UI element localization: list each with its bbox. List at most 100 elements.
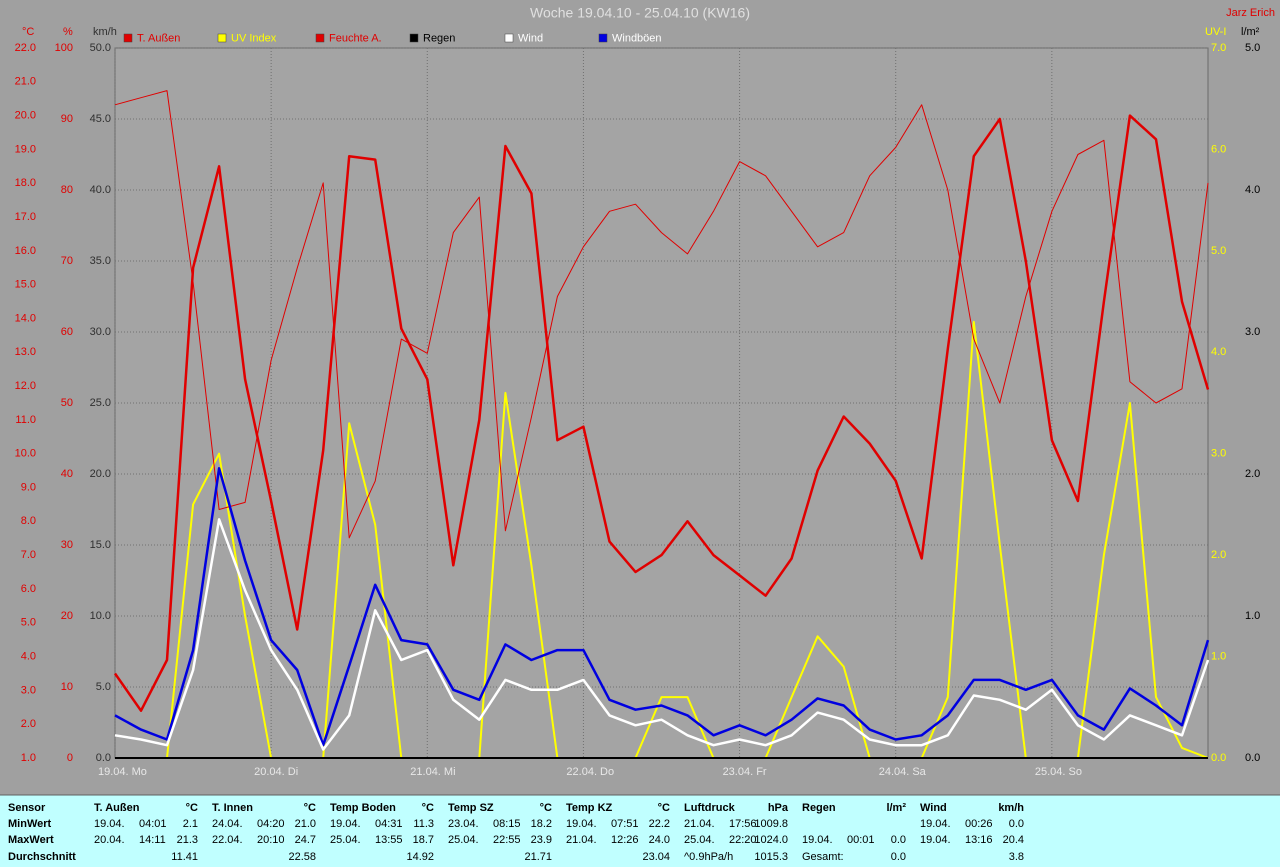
y-tick-label: 0.0 [1211, 752, 1226, 764]
table-cell: 19.04. [94, 818, 125, 830]
table-cell: 12:26 [611, 834, 639, 846]
legend-swatch [504, 33, 514, 43]
y-tick-label: 2.0 [21, 718, 36, 730]
author: Jarz Erich [1226, 7, 1275, 19]
column-name: Luftdruck [684, 802, 736, 814]
axis-unit: l/m² [1241, 26, 1260, 38]
axis-unit: % [63, 26, 73, 38]
legend-swatch [123, 33, 133, 43]
table-cell: 17:56 [729, 818, 757, 830]
table-cell: 04:01 [139, 818, 167, 830]
axis-unit: UV-I [1205, 26, 1226, 38]
y-tick-label: 12.0 [15, 380, 36, 392]
table-cell: 07:51 [611, 818, 639, 830]
y-tick-label: 9.0 [21, 481, 36, 493]
y-tick-label: 1.0 [1211, 650, 1226, 662]
y-tick-label: 35.0 [90, 255, 111, 267]
y-tick-label: 45.0 [90, 113, 111, 125]
y-tick-label: 6.0 [1211, 143, 1226, 155]
table-background [0, 795, 1280, 867]
table-cell: 00:01 [847, 834, 875, 846]
table-cell: 19.04. [802, 834, 833, 846]
table-cell: 19.04. [330, 818, 361, 830]
legend-label: Wind [518, 32, 543, 44]
table-cell: 1024.0 [754, 834, 788, 846]
table-cell: 1009.8 [754, 818, 788, 830]
table-cell: 20.4 [1003, 834, 1024, 846]
x-tick-label: 19.04. Mo [98, 766, 147, 778]
table-cell: 14.92 [406, 851, 434, 863]
table-cell: 21.3 [177, 834, 198, 846]
y-tick-label: 5.0 [96, 681, 111, 693]
y-tick-label: 5.0 [1245, 42, 1260, 54]
row-label: Durchschnitt [8, 851, 76, 863]
column-name: T. Innen [212, 802, 253, 814]
column-unit: °C [658, 802, 670, 814]
legend-swatch [598, 33, 608, 43]
axis-unit: km/h [93, 26, 117, 38]
table-cell: 19.04. [566, 818, 597, 830]
table-cell: 20:10 [257, 834, 285, 846]
table-cell: 18.7 [413, 834, 434, 846]
y-tick-label: 10.0 [15, 448, 36, 460]
chart-title: Woche 19.04.10 - 25.04.10 (KW16) [530, 5, 750, 21]
y-tick-label: 13.0 [15, 346, 36, 358]
y-tick-label: 0 [67, 752, 73, 764]
column-name: Regen [802, 802, 836, 814]
series-line [113, 114, 1210, 712]
y-tick-label: 0.0 [96, 752, 111, 764]
x-tick-label: 23.04. Fr [723, 766, 767, 778]
y-tick-label: 90 [61, 113, 73, 125]
table-cell: 3.8 [1009, 851, 1024, 863]
legend-swatch [315, 33, 325, 43]
table-cell: 18.2 [531, 818, 552, 830]
legend-swatch [217, 33, 227, 43]
y-tick-label: 80 [61, 184, 73, 196]
legend-swatch [409, 33, 419, 43]
column-name: Wind [920, 802, 947, 814]
y-tick-label: 30.0 [90, 326, 111, 338]
table-cell: 22:55 [493, 834, 521, 846]
y-tick-label: 70 [61, 255, 73, 267]
table-cell: 14:11 [139, 834, 166, 846]
y-tick-label: 14.0 [15, 312, 36, 324]
x-tick-label: 21.04. Mi [410, 766, 455, 778]
y-tick-label: 15.0 [15, 279, 36, 291]
column-unit: km/h [998, 802, 1024, 814]
y-tick-label: 100 [55, 42, 73, 54]
legend-label: UV Index [231, 32, 277, 44]
table-cell: 20.04. [94, 834, 125, 846]
y-tick-label: 10 [61, 681, 73, 693]
table-cell: 21.71 [524, 851, 552, 863]
y-tick-label: 19.0 [15, 143, 36, 155]
table-cell: Gesamt: [802, 851, 844, 863]
table-cell: 0.0 [1009, 818, 1024, 830]
table-cell: 21.04. [684, 818, 715, 830]
table-cell: 22.58 [288, 851, 316, 863]
table-cell: 13:16 [965, 834, 993, 846]
y-tick-label: 0.0 [1245, 752, 1260, 764]
y-tick-label: 40.0 [90, 184, 111, 196]
table-cell: 24.04. [212, 818, 243, 830]
table-cell: 25.04. [448, 834, 479, 846]
row-label: MinWert [8, 818, 52, 830]
column-unit: °C [186, 802, 198, 814]
table-cell: 04:20 [257, 818, 285, 830]
table-cell: 04:31 [375, 818, 403, 830]
y-tick-label: 16.0 [15, 245, 36, 257]
x-tick-label: 22.04. Do [566, 766, 614, 778]
legend-label: T. Außen [137, 32, 180, 44]
table-cell: 11.3 [413, 818, 434, 830]
y-tick-label: 2.0 [1245, 468, 1260, 480]
y-tick-label: 4.0 [1211, 346, 1226, 358]
table-cell: 21.04. [566, 834, 597, 846]
y-tick-label: 50.0 [90, 42, 111, 54]
y-tick-label: 18.0 [15, 177, 36, 189]
table-cell: 11.41 [171, 851, 198, 863]
y-tick-label: 40 [61, 468, 73, 480]
table-cell: 08:15 [493, 818, 521, 830]
series-line [114, 518, 1210, 751]
column-unit: l/m² [886, 802, 906, 814]
table-cell: 0.0 [891, 851, 906, 863]
y-tick-label: 5.0 [21, 617, 36, 629]
